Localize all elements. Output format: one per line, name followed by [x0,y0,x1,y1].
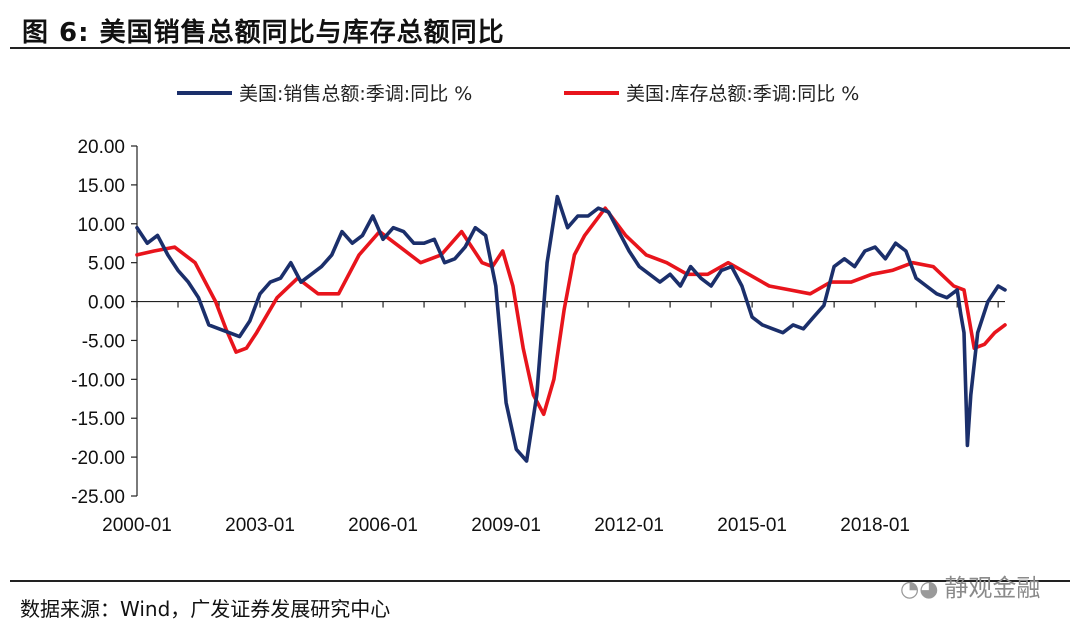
y-tick-label: 10.00 [77,215,125,236]
legend-label-inventory: 美国:库存总额:季调:同比 % [626,83,859,105]
y-tick-label: -25.00 [71,487,125,508]
figure-title: 图 6: 美国销售总额同比与库存总额同比 [22,18,505,48]
wechat-icon: ◔◕ [900,577,939,602]
data-source-note: 数据来源：Wind，广发证券发展研究中心 [20,597,391,621]
y-tick-label: 20.00 [77,137,125,158]
series-line-sales [135,194,1007,463]
legend-label-sales: 美国:销售总额:季调:同比 % [239,83,472,105]
x-tick-label: 2012-01 [594,515,664,536]
y-tick-label: -5.00 [82,331,125,352]
y-tick-label: 5.00 [88,254,125,275]
legend: 美国:销售总额:季调:同比 % 美国:库存总额:季调:同比 % [177,83,859,105]
x-tick-label: 2000-01 [102,515,172,536]
y-tick-label: 15.00 [77,176,125,197]
watermark-text: 静观金融 [944,574,1041,602]
x-tick-label: 2003-01 [225,515,295,536]
y-tick-label: -15.00 [71,409,125,430]
watermark: ◔◕ 静观金融 [900,568,1040,603]
series-layer [135,194,1007,463]
y-tick-label: -10.00 [71,370,125,391]
x-tick-label: 2015-01 [717,515,787,536]
x-tick-label: 2006-01 [348,515,418,536]
x-tick-label: 2018-01 [840,515,910,536]
y-axis: 20.00 15.00 10.00 5.00 0.00 -5.00 -10.00 -15.00… [71,137,138,508]
bottom-rule [10,580,1070,582]
top-rule [10,47,1070,49]
x-axis: 2000-01 2003-01 2006-01 2009-01 2012-01 2015-… [102,300,1005,536]
y-tick-label: -20.00 [71,448,125,469]
series-line-inventory [135,206,1007,417]
x-tick-label: 2009-01 [471,515,541,536]
y-tick-label: 0.00 [88,293,125,314]
